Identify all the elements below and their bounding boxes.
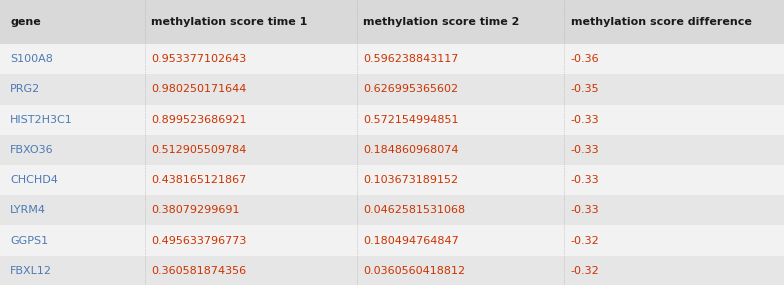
Bar: [0, 44, 784, 74]
Text: -0.32: -0.32: [571, 235, 600, 246]
Text: LYRM4: LYRM4: [10, 205, 46, 215]
Text: FBXO36: FBXO36: [10, 145, 54, 155]
Text: 0.103673189152: 0.103673189152: [363, 175, 458, 185]
Text: -0.33: -0.33: [571, 115, 600, 125]
Text: methylation score difference: methylation score difference: [571, 17, 752, 27]
Text: 0.438165121867: 0.438165121867: [151, 175, 246, 185]
Text: 0.596238843117: 0.596238843117: [363, 54, 459, 64]
Text: 0.626995365602: 0.626995365602: [363, 84, 458, 95]
Text: 0.953377102643: 0.953377102643: [151, 54, 246, 64]
Text: gene: gene: [10, 17, 41, 27]
Bar: [0, 135, 784, 165]
Text: FBXL12: FBXL12: [10, 266, 53, 276]
Text: HIST2H3C1: HIST2H3C1: [10, 115, 73, 125]
Text: methylation score time 2: methylation score time 2: [363, 17, 519, 27]
Bar: [0, 195, 784, 225]
Text: GGPS1: GGPS1: [10, 235, 49, 246]
Text: 0.180494764847: 0.180494764847: [363, 235, 459, 246]
Text: -0.35: -0.35: [571, 84, 600, 95]
Text: 0.38079299691: 0.38079299691: [151, 205, 240, 215]
Bar: [0, 225, 784, 256]
Text: PRG2: PRG2: [10, 84, 41, 95]
Text: 0.495633796773: 0.495633796773: [151, 235, 247, 246]
Text: 0.980250171644: 0.980250171644: [151, 84, 247, 95]
Text: S100A8: S100A8: [10, 54, 53, 64]
Bar: [0, 0, 784, 44]
Text: methylation score time 1: methylation score time 1: [151, 17, 307, 27]
Text: 0.184860968074: 0.184860968074: [363, 145, 459, 155]
Text: 0.899523686921: 0.899523686921: [151, 115, 247, 125]
Bar: [0, 74, 784, 105]
Text: -0.33: -0.33: [571, 145, 600, 155]
Text: 0.512905509784: 0.512905509784: [151, 145, 247, 155]
Text: 0.0462581531068: 0.0462581531068: [363, 205, 465, 215]
Text: 0.572154994851: 0.572154994851: [363, 115, 459, 125]
Text: 0.0360560418812: 0.0360560418812: [363, 266, 465, 276]
Text: -0.36: -0.36: [571, 54, 600, 64]
Text: -0.32: -0.32: [571, 266, 600, 276]
Bar: [0, 256, 784, 285]
Bar: [0, 165, 784, 195]
Text: -0.33: -0.33: [571, 175, 600, 185]
Text: 0.360581874356: 0.360581874356: [151, 266, 246, 276]
Bar: [0, 105, 784, 135]
Text: -0.33: -0.33: [571, 205, 600, 215]
Text: CHCHD4: CHCHD4: [10, 175, 58, 185]
